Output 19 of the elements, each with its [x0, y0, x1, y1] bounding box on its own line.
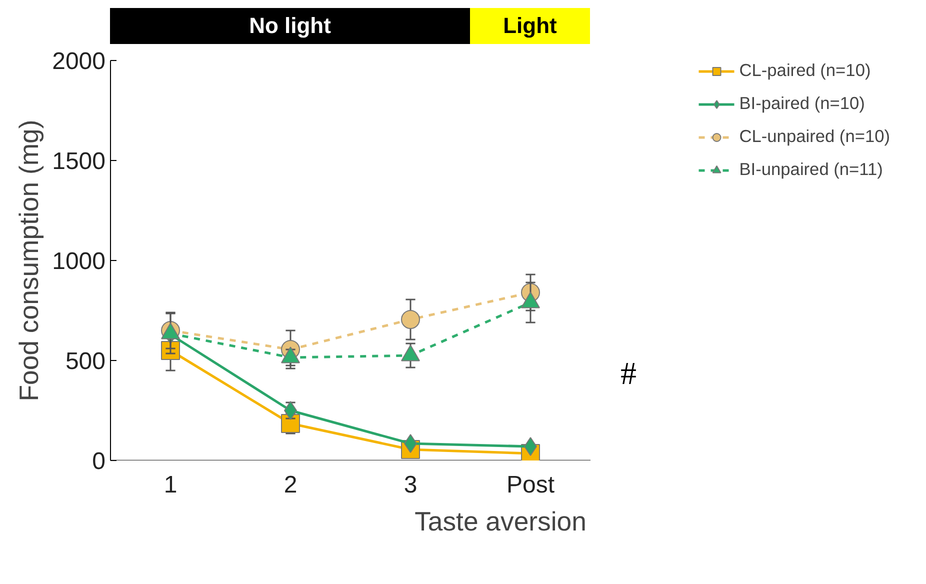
legend-label: CL-paired (n=10) [739, 60, 871, 81]
header-strip: No light [110, 8, 470, 44]
header-strip: Light [470, 8, 590, 44]
text: # [620, 355, 636, 391]
y-tick-label: 2000 [52, 48, 106, 75]
legend-label: BI-paired (n=10) [739, 93, 865, 114]
x-tick-label: 3 [404, 472, 418, 498]
point [401, 310, 420, 329]
y-tick-label: 500 [65, 348, 106, 375]
y-tick-label: 0 [92, 448, 106, 475]
x-tick-label: 1 [164, 472, 178, 498]
y-tick-label: 1000 [52, 248, 106, 275]
x-tick-label: 2 [284, 472, 298, 498]
legend-label: BI-unpaired (n=11) [739, 159, 883, 180]
y-axis-title: Food consumption (mg) [14, 120, 44, 402]
legend-label: CL-unpaired (n=10) [739, 126, 890, 147]
x-axis-title: Taste aversion [414, 506, 586, 536]
x-tick-label: Post [506, 472, 555, 498]
y-tick-label: 1500 [52, 148, 106, 175]
